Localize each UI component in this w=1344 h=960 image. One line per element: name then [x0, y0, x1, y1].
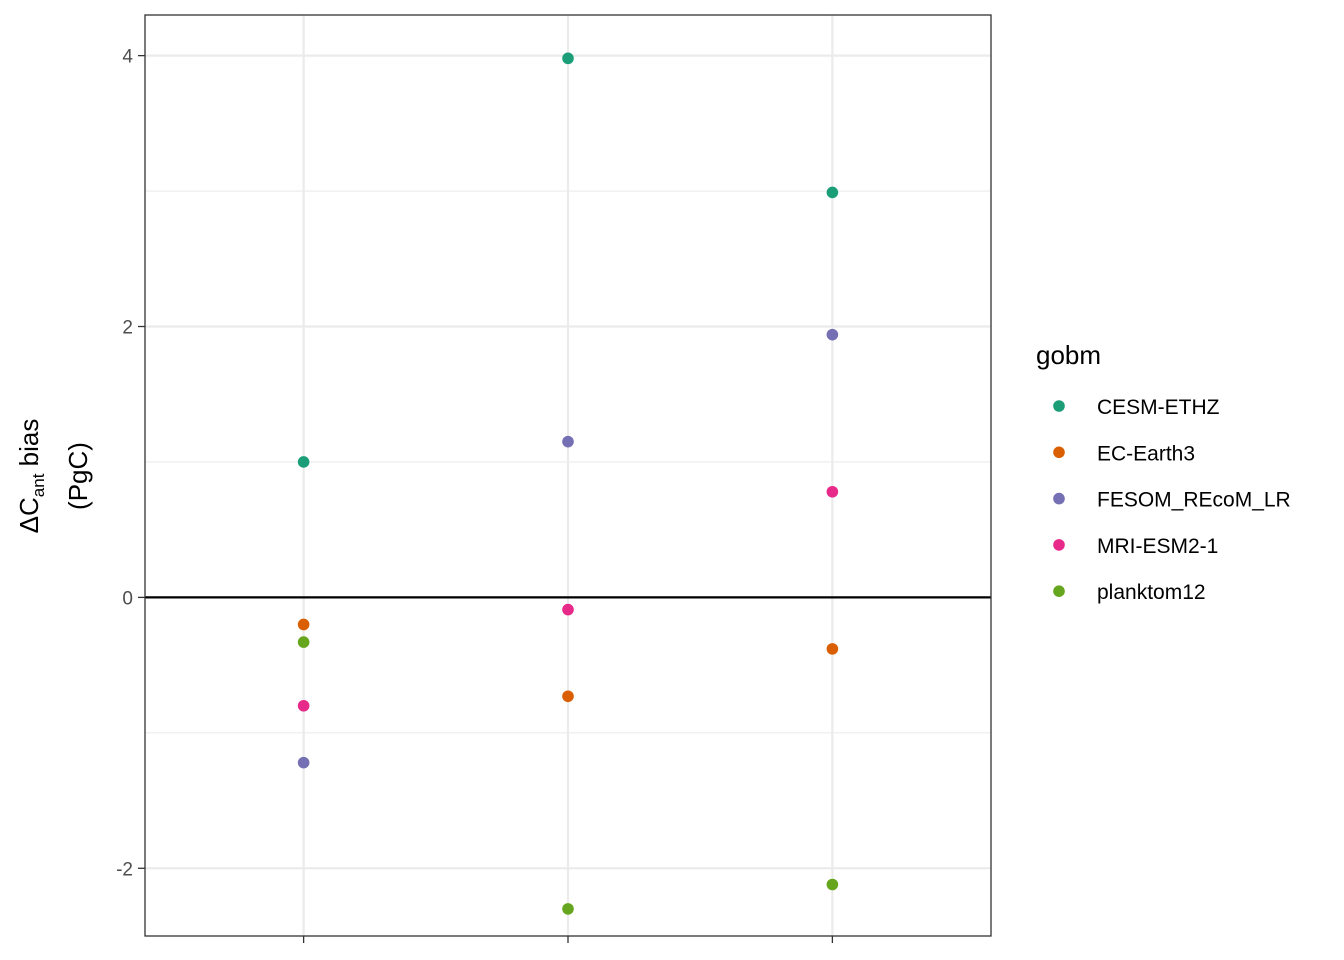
y-axis-title: ΔCant bias: [14, 419, 48, 534]
point-ec-earth3: [297, 618, 310, 631]
y-axis-title-suffix: bias: [14, 419, 44, 474]
point-cesm-ethz: [562, 52, 574, 65]
y-axis-title-prefix: ΔC: [14, 497, 44, 533]
legend-label: EC-Earth3: [1097, 442, 1195, 465]
x-axis: [302, 936, 834, 943]
y-tick-label: 2: [122, 318, 133, 339]
point-ec-earth3: [562, 690, 574, 703]
legend-key: [1053, 400, 1065, 412]
legend-label: planktom12: [1097, 581, 1206, 604]
point-mri-esm2-1: [297, 699, 310, 712]
legend-items: CESM-ETHZ EC-Earth3 FESOM_REcoM_LR MRI-ESM2…: [1053, 396, 1291, 604]
legend-label: CESM-ETHZ: [1097, 396, 1220, 419]
y-tick-label: -2: [116, 859, 133, 880]
legend-key: [1053, 446, 1065, 459]
point-mri-esm2-1: [826, 485, 839, 498]
point-planktom12: [297, 636, 310, 648]
point-fesom-recom-lr: [562, 435, 574, 448]
legend-key: [1053, 492, 1065, 505]
point-mri-esm2-1: [562, 603, 574, 616]
legend-key: [1053, 585, 1065, 597]
point-cesm-ethz: [826, 186, 839, 199]
data-points: [297, 52, 839, 915]
legend-title: gobm: [1036, 340, 1101, 370]
point-fesom-recom-lr: [826, 328, 839, 341]
legend-label: FESOM_REcoM_LR: [1097, 489, 1291, 512]
point-ec-earth3: [826, 643, 839, 655]
legend-label: MRI-ESM2-1: [1097, 535, 1218, 558]
y-axis: -2 0 2 4: [116, 47, 145, 880]
point-fesom-recom-lr: [297, 756, 310, 769]
point-planktom12: [826, 878, 839, 891]
y-tick-label: 4: [122, 47, 133, 68]
y-axis-unit: (PgC): [63, 442, 93, 510]
y-axis-title-subscript: ant: [29, 473, 48, 497]
legend: gobm CESM-ETHZ EC-Earth3 FESOM_REcoM_LR MRI…: [1036, 340, 1291, 604]
legend-key: [1053, 539, 1065, 551]
point-planktom12: [562, 903, 574, 915]
y-tick-label: 0: [122, 588, 133, 609]
major-gridlines: [145, 15, 991, 936]
point-cesm-ethz: [297, 456, 310, 468]
